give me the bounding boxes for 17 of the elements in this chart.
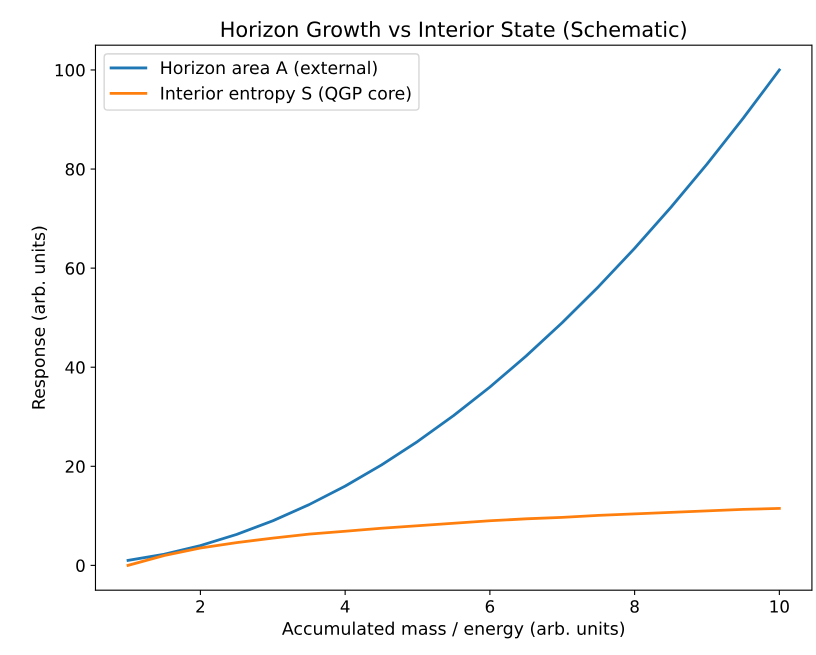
legend-label: Interior entropy S (QGP core) xyxy=(161,86,411,104)
y-tick-label: 40 xyxy=(65,361,85,374)
x-tick-label: 8 xyxy=(630,600,639,613)
y-tick-label: 20 xyxy=(66,460,85,473)
line-series xyxy=(126,507,781,567)
legend-label: Horizon area A (external) xyxy=(161,60,377,76)
y-axis-title: Response (arb. units) xyxy=(32,226,48,408)
y-tick-label: 80 xyxy=(66,163,85,176)
chart-title: Horizon Growth vs Interior State (Schematic) xyxy=(222,21,686,40)
x-tick-label: 4 xyxy=(340,600,350,613)
x-tick-label: 10 xyxy=(770,600,789,613)
x-axis-title: Accumulated mass / energy (arb. units) xyxy=(282,622,624,638)
y-tick-label: 60 xyxy=(66,262,85,275)
y-tick-label: 100 xyxy=(56,64,85,77)
y-tick-label: 0 xyxy=(76,559,85,572)
x-tick-label: 2 xyxy=(196,600,204,613)
x-tick-label: 6 xyxy=(486,600,494,613)
